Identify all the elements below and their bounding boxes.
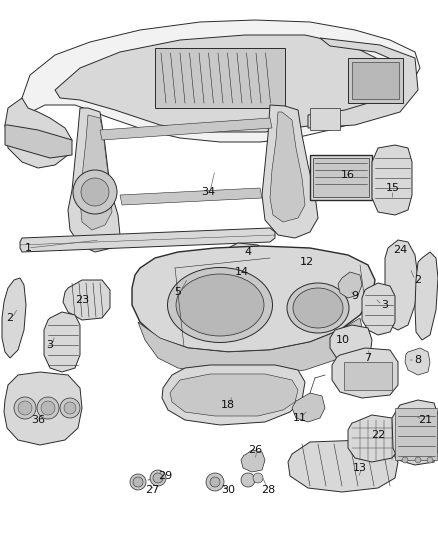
Polygon shape <box>138 318 362 375</box>
Circle shape <box>130 474 146 490</box>
Text: 12: 12 <box>300 257 314 267</box>
Polygon shape <box>270 112 305 222</box>
Text: 7: 7 <box>364 353 371 363</box>
Polygon shape <box>348 415 400 462</box>
Bar <box>155 48 285 108</box>
Bar <box>310 108 340 130</box>
Circle shape <box>241 473 255 487</box>
Circle shape <box>73 170 117 214</box>
Ellipse shape <box>176 274 264 336</box>
Text: 2: 2 <box>7 313 14 323</box>
Text: 15: 15 <box>386 183 400 193</box>
Polygon shape <box>120 188 262 205</box>
Text: 2: 2 <box>414 275 421 285</box>
Polygon shape <box>5 98 72 168</box>
Circle shape <box>37 397 59 419</box>
Text: 21: 21 <box>418 415 432 425</box>
Polygon shape <box>2 278 26 358</box>
Text: 27: 27 <box>145 485 159 495</box>
Text: 26: 26 <box>248 445 262 455</box>
Polygon shape <box>292 393 325 422</box>
Text: 18: 18 <box>221 400 235 410</box>
Text: 29: 29 <box>158 471 172 481</box>
Polygon shape <box>338 272 362 298</box>
Polygon shape <box>22 20 420 142</box>
Text: 3: 3 <box>46 340 53 350</box>
Polygon shape <box>405 348 430 375</box>
Polygon shape <box>288 440 398 492</box>
Polygon shape <box>362 283 395 335</box>
Text: 1: 1 <box>25 243 32 253</box>
Circle shape <box>14 397 36 419</box>
Polygon shape <box>332 348 398 398</box>
Text: 28: 28 <box>261 485 275 495</box>
Bar <box>313 158 369 197</box>
Text: 36: 36 <box>31 415 45 425</box>
Text: 11: 11 <box>293 413 307 423</box>
Polygon shape <box>372 145 412 215</box>
Polygon shape <box>132 246 375 352</box>
Polygon shape <box>80 115 112 230</box>
Text: 30: 30 <box>221 485 235 495</box>
Circle shape <box>81 178 109 206</box>
Bar <box>395 408 437 460</box>
Polygon shape <box>330 325 372 362</box>
Polygon shape <box>225 243 265 266</box>
Bar <box>310 155 372 200</box>
Circle shape <box>427 457 433 463</box>
Polygon shape <box>241 450 265 472</box>
Polygon shape <box>392 400 438 465</box>
Text: 34: 34 <box>201 187 215 197</box>
Polygon shape <box>384 240 418 330</box>
Bar <box>344 362 392 390</box>
Polygon shape <box>415 252 438 340</box>
Polygon shape <box>20 228 275 252</box>
Bar <box>352 62 399 99</box>
Circle shape <box>18 401 32 415</box>
Circle shape <box>41 401 55 415</box>
Circle shape <box>402 457 408 463</box>
Text: 24: 24 <box>393 245 407 255</box>
Circle shape <box>133 477 143 487</box>
Text: 23: 23 <box>75 295 89 305</box>
Circle shape <box>60 398 80 418</box>
Ellipse shape <box>293 288 343 328</box>
Polygon shape <box>4 372 82 445</box>
Text: 10: 10 <box>336 335 350 345</box>
Text: 5: 5 <box>174 287 181 297</box>
Circle shape <box>153 473 163 483</box>
Polygon shape <box>262 105 318 238</box>
Circle shape <box>206 473 224 491</box>
Text: 22: 22 <box>371 430 385 440</box>
Polygon shape <box>5 125 72 158</box>
Circle shape <box>210 477 220 487</box>
Polygon shape <box>63 280 110 320</box>
Ellipse shape <box>287 283 349 333</box>
Bar <box>348 58 403 103</box>
Polygon shape <box>55 35 395 132</box>
Text: 3: 3 <box>381 300 389 310</box>
Text: 16: 16 <box>341 170 355 180</box>
Circle shape <box>253 473 263 483</box>
Polygon shape <box>170 374 298 416</box>
Ellipse shape <box>167 268 272 343</box>
Text: 8: 8 <box>414 355 421 365</box>
Text: 13: 13 <box>353 463 367 473</box>
Circle shape <box>150 470 166 486</box>
Polygon shape <box>100 118 272 140</box>
Text: 4: 4 <box>244 247 251 257</box>
Polygon shape <box>162 365 305 425</box>
Polygon shape <box>44 312 80 372</box>
Polygon shape <box>282 250 328 280</box>
Polygon shape <box>308 38 418 128</box>
Text: 9: 9 <box>351 291 359 301</box>
Circle shape <box>64 402 76 414</box>
Circle shape <box>415 457 421 463</box>
Text: 14: 14 <box>235 267 249 277</box>
Polygon shape <box>68 108 120 252</box>
